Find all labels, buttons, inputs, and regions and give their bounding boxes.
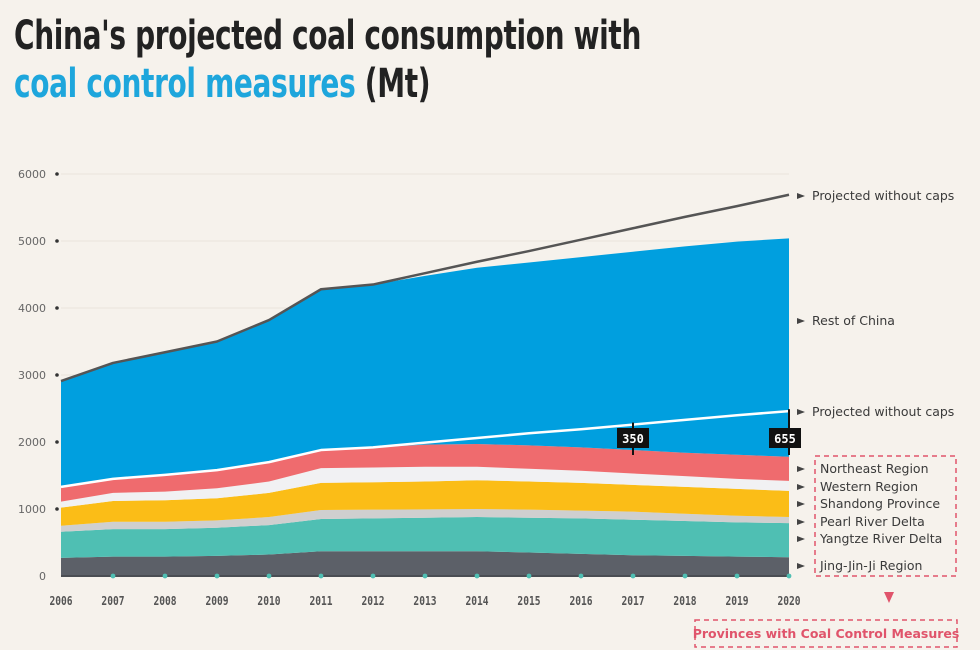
label-pearl: Pearl River Delta: [820, 514, 925, 529]
area-yangtze: [61, 517, 789, 558]
pointer-arrow-icon: [797, 466, 805, 472]
x-tick-dot: [786, 573, 792, 579]
x-tick-label: 2006: [49, 594, 72, 608]
area-rest_of_china: [61, 238, 789, 487]
y-tick-dot: [55, 306, 59, 310]
x-tick-dot: [630, 573, 636, 579]
chart-title: China's projected coal consumption with …: [14, 12, 641, 108]
x-tick-dot: [474, 573, 480, 579]
y-tick-dot: [55, 373, 59, 377]
title-line-2: coal control measures (Mt): [14, 60, 641, 108]
x-axis: 2006 2007 2008 2009 2010 2011 2012 2013 2014 2015…: [49, 573, 801, 608]
callout-label: 350: [622, 432, 644, 446]
y-tick-label: 4000: [18, 302, 46, 315]
label-projected_provinces: Projected without caps: [812, 404, 954, 419]
right-labels: Projected without caps Rest of China Proje…: [797, 188, 954, 573]
x-tick-label: 2008: [153, 594, 176, 608]
area-western: [61, 466, 789, 508]
label-shandong: Shandong Province: [820, 496, 940, 511]
title-accent: coal control measures: [14, 61, 356, 107]
pointer-arrow-icon: [797, 536, 805, 542]
callout-box: [617, 428, 649, 448]
x-tick-dot: [162, 573, 168, 579]
x-tick-label: 2015: [517, 594, 540, 608]
x-tick-label: 2011: [309, 594, 333, 608]
x-tick-dot: [682, 573, 688, 579]
x-tick-dot: [110, 573, 116, 579]
y-tick-dot: [55, 239, 59, 243]
label-northeast: Northeast Region: [820, 461, 929, 476]
y-tick-dot: [55, 440, 59, 444]
callout-box: [769, 428, 801, 448]
x-tick-dot: [266, 573, 272, 579]
title-line-1: China's projected coal consumption with: [14, 13, 642, 59]
x-tick-dot: [318, 573, 324, 579]
pointer-arrow-icon: [797, 501, 805, 507]
label-western: Western Region: [820, 479, 918, 494]
pointer-arrow-icon: [797, 318, 805, 324]
x-tick-label: 2010: [257, 594, 280, 608]
pointer-arrow-icon: [797, 409, 805, 415]
x-tick-label: 2007: [101, 594, 124, 608]
y-tick-label: 6000: [18, 168, 46, 181]
label-jingjinji: Jing-Jin-Ji Region: [819, 558, 922, 573]
x-tick-label: 2018: [673, 594, 696, 608]
x-tick-dot: [370, 573, 376, 579]
y-tick-label: 3000: [18, 369, 46, 382]
x-tick-label: 2013: [413, 594, 436, 608]
y-axis: 0 1000 2000 3000 4000 5000 6000: [18, 168, 59, 583]
y-tick-label: 1000: [18, 503, 46, 516]
pointer-arrow-icon: [797, 193, 805, 199]
area-pearl: [61, 509, 789, 532]
x-tick-dot: [422, 573, 428, 579]
callouts: 350 655: [617, 409, 801, 455]
area-layers: [61, 238, 789, 576]
x-tick-label: 2016: [569, 594, 592, 608]
line-projected_total: [60, 193, 790, 383]
x-tick-label: 2009: [205, 594, 228, 608]
y-tick-dot: [55, 172, 59, 176]
provinces-dashed-box: [814, 455, 957, 577]
x-tick-dot: [578, 573, 584, 579]
y-tick-label: 5000: [18, 235, 46, 248]
y-tick-dot: [55, 507, 59, 511]
x-tick-label: 2019: [725, 594, 748, 608]
down-arrow-icon: [884, 592, 894, 603]
y-tick-label: 0: [39, 570, 46, 583]
x-tick-label: 2017: [621, 594, 644, 608]
pointer-arrow-icon: [797, 519, 805, 525]
area-northeast: [61, 444, 789, 502]
pointer-arrow-icon: [797, 484, 805, 490]
label-yangtze: Yangtze River Delta: [819, 531, 942, 546]
area-jingjinji: [61, 551, 789, 576]
x-tick-dot: [214, 573, 220, 579]
area-shandong: [61, 480, 789, 526]
title-unit: (Mt): [355, 61, 431, 107]
x-tick-dot: [526, 573, 532, 579]
pointer-arrow-icon: [797, 563, 805, 569]
x-tick-label: 2012: [361, 594, 384, 608]
provinces-group-box: Provinces with Coal Control Measures: [693, 455, 960, 648]
line-projected_provinces: [60, 409, 790, 489]
x-tick-label: 2020: [777, 594, 800, 608]
x-tick-dot: [734, 573, 740, 579]
group-label-box: [694, 619, 958, 648]
x-tick-label: 2014: [465, 594, 489, 608]
callout-label: 655: [774, 432, 796, 446]
label-projected_total: Projected without caps: [812, 188, 954, 203]
group-label: Provinces with Coal Control Measures: [693, 626, 960, 641]
projection-lines: [60, 193, 790, 489]
y-tick-label: 2000: [18, 436, 46, 449]
label-rest_of_china: Rest of China: [812, 313, 895, 328]
